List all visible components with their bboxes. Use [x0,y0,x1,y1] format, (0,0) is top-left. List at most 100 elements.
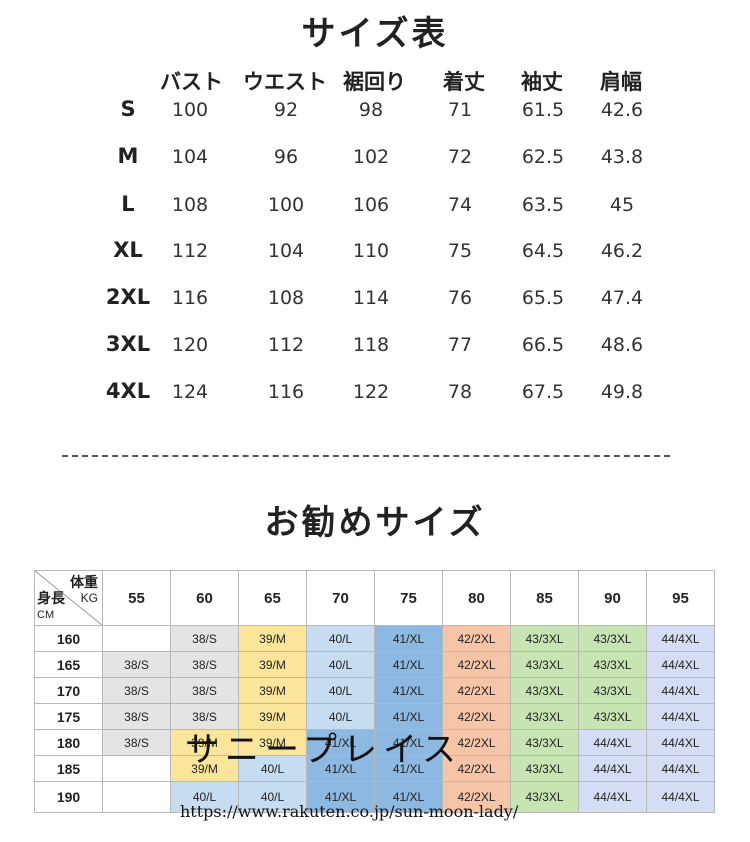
weight-header: 95 [646,570,715,626]
recommend-cell: 43/3XL [510,729,579,756]
corner-header: 体重 KG 身長 CM [34,570,103,626]
recommend-cell: 43/3XL [510,781,579,813]
size-value: 48.6 [600,334,644,356]
recommend-cell: 44/4XL [646,703,715,730]
size-value: 43.8 [600,146,644,168]
weight-header: 60 [170,570,239,626]
size-value: 102 [352,146,390,168]
recommend-cell: 38/S [102,651,171,678]
size-value: 77 [447,334,473,356]
recommend-cell [102,625,171,652]
recommend-cell: 42/2XL [442,651,511,678]
recommend-cell: 40/L [238,781,307,813]
size-value: 116 [171,287,209,309]
diagonal-line [35,571,102,625]
size-value: 98 [358,99,384,121]
recommend-cell: 41/XL [374,703,443,730]
recommend-cell: 38/S [170,651,239,678]
weight-header: 90 [578,570,647,626]
size-value: 61.5 [521,99,565,121]
column-header: 着丈 [443,70,485,94]
recommend-cell: 44/4XL [646,781,715,813]
shop-url: https://www.rakuten.co.jp/sun-moon-lady/ [180,802,519,821]
size-value: 63.5 [521,194,565,216]
recommend-cell: 43/3XL [510,703,579,730]
size-label: XL [113,238,143,262]
height-header: 190 [34,781,103,813]
weight-label-block: 体重 KG [70,575,98,606]
size-value: 100 [267,194,305,216]
column-header: 裾回り [343,70,406,94]
weight-header: 65 [238,570,307,626]
recommend-cell: 44/4XL [646,651,715,678]
height-label-block: 身長 CM [37,591,65,623]
size-label: 4XL [105,379,151,403]
recommend-table: 体重 KG 身長 CM 55 60 65 70 75 80 85 90 95 160 38/S 39/M 40/… [34,570,715,813]
size-label: 3XL [105,332,151,356]
recommend-cell: 44/4XL [578,755,647,782]
size-value: 120 [171,334,209,356]
recommend-cell: 40/L [306,651,375,678]
size-value: 47.4 [600,287,644,309]
recommend-cell: 39/M [170,729,239,756]
dashed-divider [62,455,670,457]
recommend-cell: 41/XL [374,755,443,782]
recommend-cell: 43/3XL [510,651,579,678]
height-header: 165 [34,651,103,678]
recommend-cell: 38/S [102,677,171,704]
recommend-cell: 39/M [238,651,307,678]
table-row: 170 38/S 38/S 39/M 40/L 41/XL 42/2XL 43/3XL 43/3… [34,677,715,704]
column-header: バスト [160,70,223,94]
recommend-cell: 44/4XL [646,625,715,652]
height-header: 185 [34,755,103,782]
recommend-cell: 42/2XL [442,755,511,782]
size-value: 67.5 [521,381,565,403]
recommend-cell: 42/2XL [442,677,511,704]
height-header: 160 [34,625,103,652]
recommend-cell: 43/3XL [578,651,647,678]
weight-label: 体重 [70,574,98,590]
recommend-cell: 43/3XL [510,755,579,782]
weight-header: 85 [510,570,579,626]
size-value: 78 [447,381,473,403]
recommend-cell: 41/XL [374,625,443,652]
height-label: 身長 [37,590,65,606]
size-value: 76 [447,287,473,309]
weight-unit: KG [80,591,98,605]
size-label: L [121,192,135,216]
size-value: 42.6 [600,99,644,121]
size-value: 104 [171,146,209,168]
shop-watermark: サニープレイス [185,730,462,770]
recommend-cell: 41/XL [374,651,443,678]
size-label: S [120,97,136,121]
table-row: 185 39/M 40/L 41/XL 41/XL 42/2XL 43/3XL 44/4XL 4… [34,755,715,782]
recommend-cell: 40/L [306,625,375,652]
recommend-cell: 40/L [238,755,307,782]
size-value: 64.5 [521,240,565,262]
size-value: 72 [447,146,473,168]
size-value: 114 [352,287,390,309]
size-value: 108 [267,287,305,309]
recommend-cell: 39/M [238,625,307,652]
recommend-cell: 43/3XL [510,677,579,704]
size-value: 110 [352,240,390,262]
recommend-cell: 41/XL [374,677,443,704]
size-chart-title: サイズ表 [301,14,449,54]
size-value: 106 [352,194,390,216]
recommend-cell: 39/M [238,677,307,704]
height-header: 175 [34,703,103,730]
size-value: 122 [352,381,390,403]
size-value: 96 [273,146,299,168]
recommend-cell: 38/S [102,729,171,756]
recommend-cell: 40/L [306,677,375,704]
table-row: 165 38/S 38/S 39/M 40/L 41/XL 42/2XL 43/3XL 43/3… [34,651,715,678]
size-value: 104 [267,240,305,262]
recommend-cell: 38/S [170,677,239,704]
recommend-cell: 40/L [306,703,375,730]
recommend-cell: 41/XL [374,729,443,756]
height-unit: CM [37,609,55,621]
table-row: 160 38/S 39/M 40/L 41/XL 42/2XL 43/3XL 43/3XL 44… [34,625,715,652]
table-row: 175 38/S 38/S 39/M 40/L 41/XL 42/2XL 43/3XL 43/3… [34,703,715,730]
size-value: 118 [352,334,390,356]
size-value: 49.8 [600,381,644,403]
